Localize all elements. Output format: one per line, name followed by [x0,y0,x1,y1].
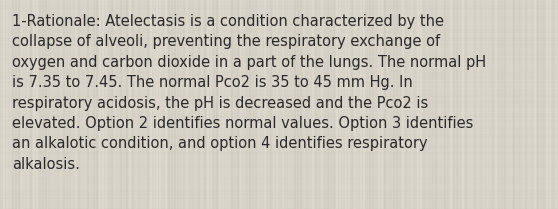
Text: 1-Rationale: Atelectasis is a condition characterized by the
collapse of alveoli: 1-Rationale: Atelectasis is a condition … [12,14,486,172]
